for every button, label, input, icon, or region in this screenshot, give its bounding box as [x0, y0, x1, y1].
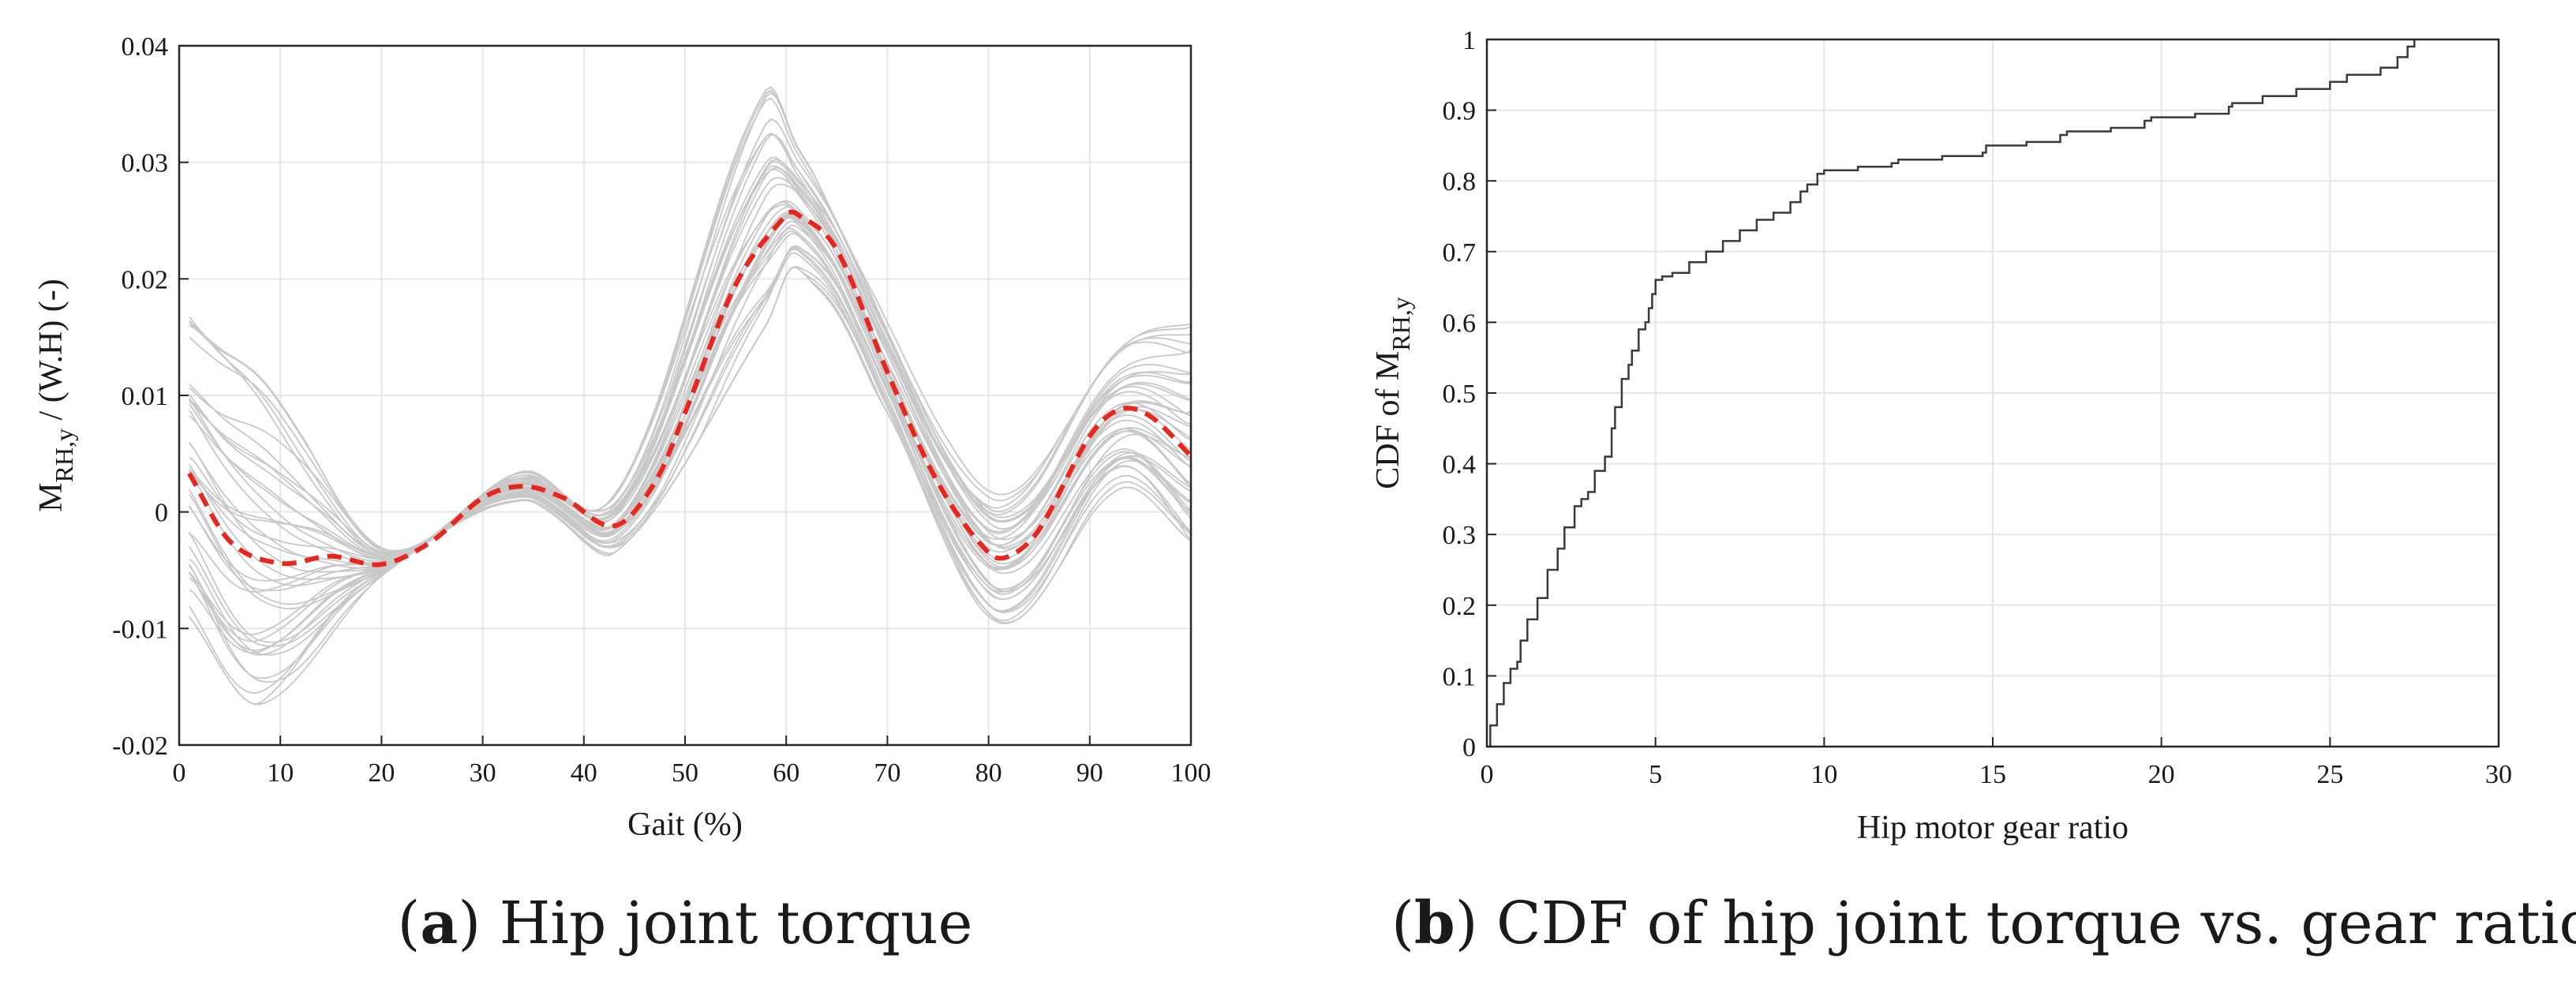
panel-a-ylabel-subscript: RH,y — [50, 429, 78, 482]
panel-a-y-tick-label: -0.02 — [112, 732, 168, 761]
panel-a-trial-curve — [189, 201, 1192, 656]
panel-b-y-tick-label: 0.1 — [1443, 662, 1477, 691]
panel-a-mean-curve — [187, 209, 1193, 567]
panel-a-x-axis-label: Gait (%) — [627, 807, 743, 843]
panel-a-trial-curve — [189, 214, 1192, 605]
panel-a-trial-curve — [189, 97, 1192, 554]
panel-a-caption-open: ( — [398, 889, 421, 957]
panel-a-y-tick-label: 0.02 — [122, 265, 169, 294]
panel-a-trial-curve — [189, 133, 1192, 552]
panel-a-x-tick-label: 80 — [975, 758, 1002, 788]
panel-a-x-tick-label: 100 — [1171, 758, 1211, 788]
panel-a-y-tick-label: 0.01 — [122, 382, 169, 411]
panel-b-x-tick-label: 20 — [2148, 760, 2175, 789]
panel-a-y-tick-label: 0.04 — [122, 32, 169, 62]
panel-a-x-tick-label: 10 — [267, 758, 294, 788]
panel-b-caption-text: CDF of hip joint torque vs. gear ratio — [1477, 889, 2576, 957]
panel-b-x-axis-label: Hip motor gear ratio — [1857, 810, 2129, 846]
panel-a-caption-letter: a — [420, 889, 458, 957]
panel-a-trial-curve — [189, 266, 1192, 656]
panel-a-trial-curve — [189, 212, 1192, 680]
panel-b-ticks: 0 5 10 15 20 25 30 0 0.1 0.2 0.3 0.4 0.5 0.6 0.7 0.8 0.9… — [1443, 26, 2513, 789]
panel-a-x-tick-label: 30 — [470, 758, 496, 788]
panel-b-caption-letter: b — [1414, 889, 1455, 957]
panel-a-x-tick-label: 60 — [773, 758, 799, 788]
panel-a-trial-curve — [189, 245, 1192, 683]
panel-b-cdf-curve — [1487, 39, 2416, 748]
panel-a-y-tick-label: 0 — [155, 499, 168, 528]
panel-b-caption-open: ( — [1391, 889, 1414, 957]
panel-a-y-axis-label: MRH,y / (W.H) (-) — [33, 279, 78, 512]
panel-b-y-tick-label: 0.2 — [1443, 592, 1477, 621]
panel-a-caption: (a) Hip joint torque — [398, 889, 973, 957]
panel-b-y-tick-label: 0.4 — [1443, 451, 1477, 480]
panel-a-y-tick-label: -0.01 — [112, 615, 168, 644]
panel-b-y-tick-label: 0 — [1462, 733, 1476, 762]
panel-b-x-tick-label: 0 — [1481, 760, 1494, 789]
panel-a-trial-curve — [189, 227, 1192, 571]
panel-a-x-tick-label: 0 — [173, 758, 186, 788]
panel-b-y-tick-label: 0.5 — [1443, 380, 1477, 409]
panel-b-ylabel-subscript: RH,y — [1387, 297, 1415, 350]
panel-a-caption-close: ) — [458, 889, 481, 957]
panel-a-x-tick-label: 90 — [1076, 758, 1103, 788]
panel-b-y-axis-label: CDF of MRH,y — [1370, 297, 1415, 489]
panel-a-trial-curve — [189, 211, 1192, 557]
panel-a-ylabel-main: M — [33, 482, 69, 511]
panel-a-trial-curve — [189, 220, 1192, 560]
panel-a-x-tick-label: 40 — [571, 758, 597, 788]
panel-b-x-tick-label: 5 — [1649, 760, 1662, 789]
panel-a-x-tick-label: 50 — [672, 758, 698, 788]
panel-b-y-tick-label: 1 — [1462, 26, 1476, 55]
panel-b-x-tick-label: 25 — [2316, 760, 2343, 789]
panel-a-ylabel-rest: / (W.H) (-) — [33, 279, 69, 429]
panel-a-trial-curve — [189, 161, 1192, 552]
panel-b-caption-close: ) — [1455, 889, 1478, 957]
panel-b-caption: (b) CDF of hip joint torque vs. gear rat… — [1391, 889, 2576, 957]
panel-a-trial-curve — [189, 92, 1192, 556]
panel-a-y-tick-label: 0.03 — [122, 149, 169, 178]
panel-a-hip-joint-torque: 0 10 20 30 40 50 60 70 80 90 100 -0.02 -0.01 0 0.01 0.0… — [33, 32, 1211, 957]
panel-a-x-tick-label: 70 — [874, 758, 900, 788]
panel-b-ylabel-main: CDF of M — [1370, 351, 1406, 489]
panel-a-x-tick-label: 20 — [368, 758, 395, 788]
panel-b-y-tick-label: 0.3 — [1443, 521, 1477, 550]
panel-a-trial-curve — [189, 246, 1192, 706]
panel-b-x-tick-label: 15 — [1979, 760, 2006, 789]
panel-a-trial-curve — [189, 118, 1192, 562]
panel-b-y-tick-label: 0.7 — [1443, 238, 1477, 268]
panel-a-trial-curve — [189, 89, 1192, 557]
panel-b-cdf-gear-ratio: 0 5 10 15 20 25 30 0 0.1 0.2 0.3 0.4 0.5 0.6 0.7 0.8 0.9… — [1370, 26, 2576, 957]
panel-b-y-tick-label: 0.9 — [1443, 97, 1477, 126]
panel-a-trial-curve — [189, 248, 1192, 642]
panel-b-y-tick-label: 0.6 — [1443, 309, 1477, 338]
panel-b-x-tick-label: 10 — [1810, 760, 1837, 789]
panel-a-trial-curve — [189, 132, 1192, 560]
panel-a-ticks: 0 10 20 30 40 50 60 70 80 90 100 -0.02 -0.01 0 0.01 0.0… — [112, 32, 1211, 788]
panel-b-y-tick-label: 0.8 — [1443, 167, 1477, 197]
panel-a-trial-curve — [189, 86, 1192, 555]
panel-b-x-tick-label: 30 — [2485, 760, 2512, 789]
panel-a-caption-text: Hip joint torque — [481, 889, 972, 957]
